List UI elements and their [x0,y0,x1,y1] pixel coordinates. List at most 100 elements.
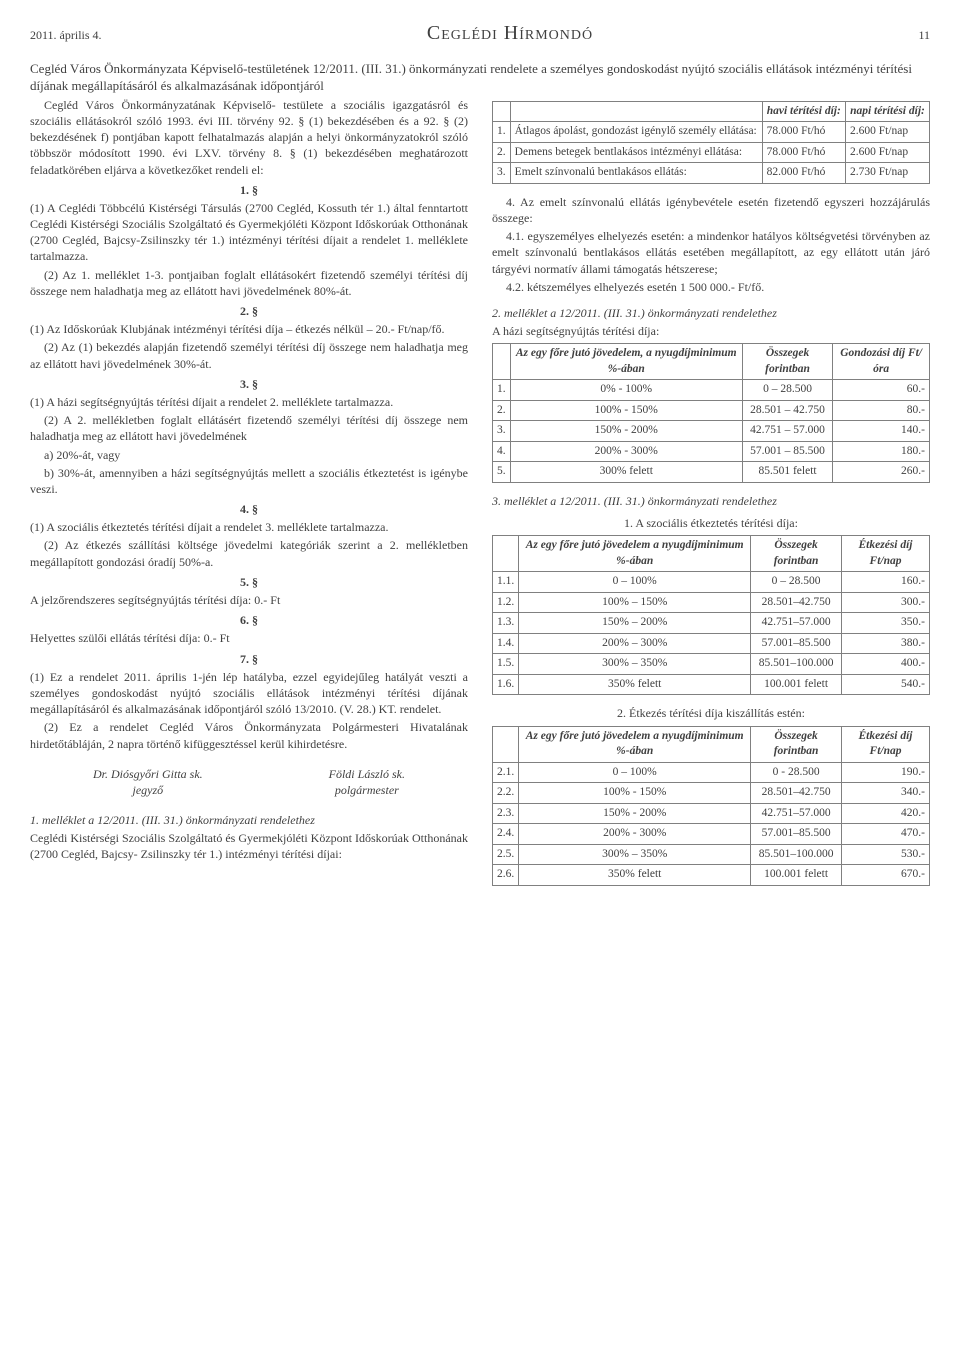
th-blank2 [510,101,762,122]
section-2-num: 2. § [30,303,468,319]
cell-n: 2.2. [493,783,519,804]
cell-label: Demens betegek bentlakásos intézményi el… [510,142,762,163]
cell-c: 670.- [842,865,930,886]
cell-n: 1.5. [493,654,519,675]
th-osszeg: Összegek forintban [751,536,842,572]
cell-a: 100% - 150% [519,783,751,804]
right-column: havi térítési díj: napi térítési díj: 1.… [492,97,930,896]
cell-a: 300% – 350% [519,844,751,865]
s1-p2: (2) Az 1. melléklet 1-3. pontjaiban fogl… [30,267,468,299]
melleklet-1-title: 1. melléklet a 12/2011. (III. 31.) önkor… [30,812,468,828]
cell-n: 2. [493,142,511,163]
cell-c: 190.- [842,762,930,783]
table-row: 3. Emelt színvonalú bentlakásos ellátás:… [493,163,930,184]
sig2-name: Földi László sk. [329,766,405,782]
s3-p2b: b) 30%-át, amennyiben a házi segítségnyú… [30,465,468,497]
cell-n: 1.3. [493,613,519,634]
cell-napi: 2.730 Ft/nap [845,163,929,184]
cell-a: 150% - 200% [519,803,751,824]
table-4-body: 2.1. 0 – 100% 0 - 28.500 190.- 2.2. 100%… [493,762,930,885]
cell-c: 340.- [842,783,930,804]
th-jovedelem: Az egy főre jutó jövedelem, a nyugdíjmin… [510,344,742,380]
cell-n: 2.1. [493,762,519,783]
cell-label: Emelt színvonalú bentlakásos ellátás: [510,163,762,184]
cell-n: 1. [493,122,511,143]
section-1-num: 1. § [30,182,468,198]
cell-b: 0 - 28.500 [751,762,842,783]
left-column: Cegléd Város Önkormányzatának Képviselő-… [30,97,468,896]
cell-c: 180.- [833,441,930,462]
melleklet-2-sub: A házi segítségnyújtás térítési díja: [492,323,930,339]
section-3-num: 3. § [30,376,468,392]
melleklet-3-sub2: 2. Étkezés térítési díja kiszállítás est… [492,705,930,721]
decree-heading: Cegléd Város Önkormányzata Képviselő-tes… [30,61,930,95]
th-blank [493,101,511,122]
th-napi: napi térítési díj: [845,101,929,122]
cell-a: 150% - 200% [510,421,742,442]
page-header: 2011. április 4. Ceglédi Hírmondó 11 [30,20,930,47]
th-dij: Gondozási díj Ft/óra [833,344,930,380]
cell-c: 380.- [842,633,930,654]
cell-c: 530.- [842,844,930,865]
cell-n: 3. [493,163,511,184]
sig1-name: Dr. Diósgyőri Gitta sk. [93,766,203,782]
sig2-role: polgármester [329,782,405,798]
cell-b: 28.501 – 42.750 [742,400,832,421]
cell-n: 1.4. [493,633,519,654]
signature-polgarmester: Földi László sk. polgármester [329,766,405,798]
s1-p1: (1) A Ceglédi Többcélú Kistérségi Társul… [30,200,468,265]
cell-a: 150% – 200% [519,613,751,634]
cell-c: 400.- [842,654,930,675]
header-date: 2011. április 4. [30,27,102,43]
table-row: 2.4. 200% - 300% 57.001–85.500 470.- [493,824,930,845]
cell-b: 100.001 felett [751,674,842,695]
cell-b: 28.501–42.750 [751,783,842,804]
signature-jegyzo: Dr. Diósgyőri Gitta sk. jegyző [93,766,203,798]
table-row: 2.1. 0 – 100% 0 - 28.500 190.- [493,762,930,783]
table-row: 5. 300% felett 85.501 felett 260.- [493,462,930,483]
melleklet-3-title: 3. melléklet a 12/2011. (III. 31.) önkor… [492,493,930,509]
th-blank [493,536,519,572]
s4-p1: (1) A szociális étkeztetés térítési díja… [30,519,468,535]
cell-b: 57.001–85.500 [751,633,842,654]
cell-label: Átlagos ápolást, gondozást igénylő szemé… [510,122,762,143]
para-4: 4. Az emelt színvonalú ellátás igénybevé… [492,194,930,226]
cell-a: 350% felett [519,865,751,886]
th-blank [493,344,511,380]
section-4-num: 4. § [30,501,468,517]
signature-block: Dr. Diósgyőri Gitta sk. jegyző Földi Lás… [30,766,468,798]
s3-p2: (2) A 2. mellékletben foglalt ellátásért… [30,412,468,444]
table-3-etkeztetes: Az egy főre jutó jövedelem a nyugdíjmini… [492,535,930,695]
th-dij: Étkezési díj Ft/nap [842,536,930,572]
cell-c: 80.- [833,400,930,421]
cell-b: 85.501 felett [742,462,832,483]
s7-p2: (2) Ez a rendelet Cegléd Város Önkormány… [30,719,468,751]
header-title: Ceglédi Hírmondó [102,20,919,47]
table-row: 1. Átlagos ápolást, gondozást igénylő sz… [493,122,930,143]
cell-havi: 78.000 Ft/hó [762,122,845,143]
cell-c: 300.- [842,592,930,613]
cell-b: 85.501–100.000 [751,844,842,865]
table-row: 1.1. 0 – 100% 0 – 28.500 160.- [493,572,930,593]
table-1-body: 1. Átlagos ápolást, gondozást igénylő sz… [493,122,930,184]
cell-a: 100% - 150% [510,400,742,421]
cell-b: 42.751–57.000 [751,613,842,634]
melleklet-3-sub1: 1. A szociális étkeztetés térítési díja: [492,515,930,531]
intro-paragraph: Cegléd Város Önkormányzatának Képviselő-… [30,97,468,178]
cell-n: 3. [493,421,511,442]
para-4-2: 4.2. kétszemélyes elhelyezés esetén 1 50… [492,279,930,295]
cell-havi: 78.000 Ft/hó [762,142,845,163]
table-row: 1.5. 300% – 350% 85.501–100.000 400.- [493,654,930,675]
cell-c: 470.- [842,824,930,845]
s3-p2a: a) 20%-át, vagy [30,447,468,463]
cell-n: 2.6. [493,865,519,886]
s7-p1: (1) Ez a rendelet 2011. április 1-jén lé… [30,669,468,718]
cell-b: 28.501–42.750 [751,592,842,613]
cell-a: 300% felett [510,462,742,483]
cell-n: 2.3. [493,803,519,824]
th-dij: Étkezési díj Ft/nap [842,726,930,762]
th-jovedelem: Az egy főre jutó jövedelem a nyugdíjmini… [519,726,751,762]
table-2-hazi-segitseg: Az egy főre jutó jövedelem, a nyugdíjmin… [492,343,930,483]
cell-n: 5. [493,462,511,483]
cell-c: 140.- [833,421,930,442]
